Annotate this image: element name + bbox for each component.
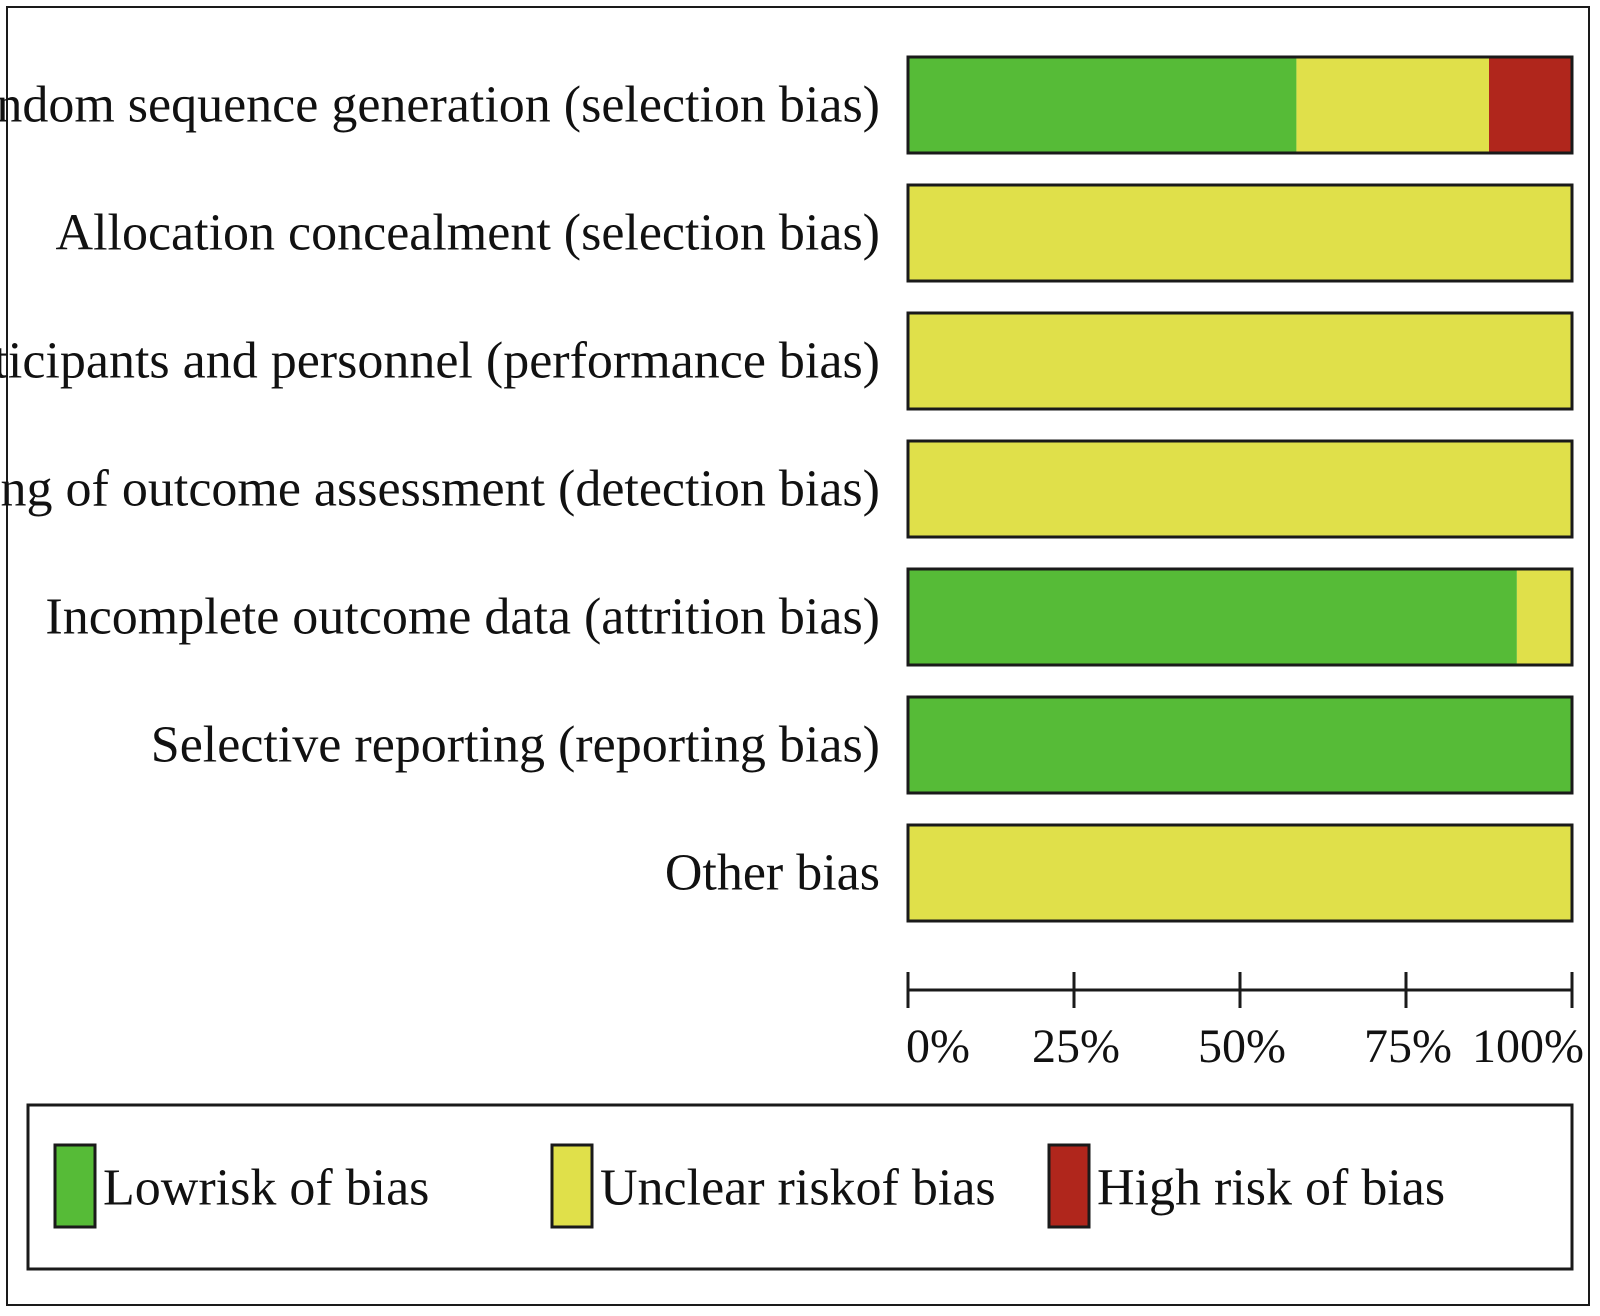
- legend-label: High risk of bias: [1097, 1160, 1445, 1217]
- x-tick-label: 50%: [1198, 1020, 1286, 1073]
- bar-outline: [906, 695, 1574, 795]
- category-label: Incomplete outcome data (attrition bias): [45, 589, 880, 646]
- bar-outline: [906, 567, 1574, 667]
- bar-segment: [1516, 569, 1572, 665]
- bar-outline: [906, 823, 1574, 923]
- bar-outline: [906, 55, 1574, 155]
- x-tick-label: 75%: [1364, 1020, 1452, 1073]
- bar-segment: [908, 185, 1572, 281]
- legend-box: [26, 1103, 1574, 1271]
- category-label: Allocation concealment (selection bias): [56, 205, 880, 262]
- category-label: Random sequence generation (selection bi…: [0, 77, 880, 134]
- bar-segment: [908, 825, 1572, 921]
- x-tick-label: 0%: [906, 1020, 970, 1073]
- category-label: Blinding of participants and personnel (…: [0, 333, 880, 390]
- category-label: Other bias: [665, 845, 880, 902]
- bar-segment: [908, 569, 1517, 665]
- bar-segment: [908, 441, 1572, 537]
- bar-segment: [908, 57, 1297, 153]
- bar-outline: [906, 311, 1574, 411]
- x-tick-label: 25%: [1032, 1020, 1120, 1073]
- legend-label: Lowrisk of bias: [103, 1160, 429, 1217]
- legend-swatch: [550, 1143, 594, 1229]
- category-label: Blinding of outcome assessment (detectio…: [0, 461, 880, 518]
- legend-label: Unclear riskof bias: [600, 1160, 996, 1217]
- bar-segment: [1489, 57, 1572, 153]
- legend-swatch: [1047, 1143, 1091, 1229]
- bar-segment: [908, 697, 1572, 793]
- category-label: Selective reporting (reporting bias): [151, 717, 880, 774]
- x-tick-label: 100%: [1472, 1020, 1584, 1073]
- legend-swatch: [53, 1143, 97, 1229]
- bar-segment: [908, 313, 1572, 409]
- bar-outline: [906, 439, 1574, 539]
- bar-segment: [1296, 57, 1489, 153]
- bar-outline: [906, 183, 1574, 283]
